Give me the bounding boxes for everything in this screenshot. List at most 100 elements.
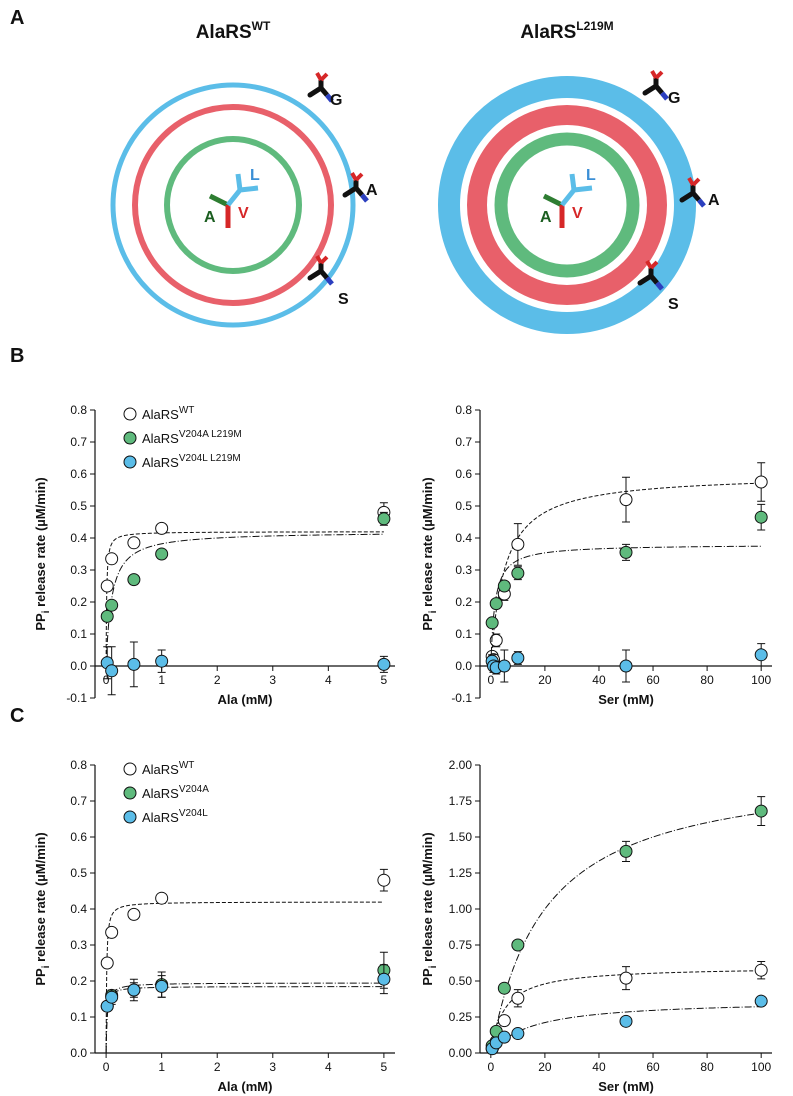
- y-label-sub: i: [428, 610, 439, 613]
- x-axis-label: Ala (mM): [218, 1079, 273, 1094]
- data-point: [754, 510, 768, 524]
- y-axis-label: PPi release rate (µM/min): [420, 832, 439, 985]
- molecule-gly: [645, 71, 667, 99]
- legend-label: AlaRSV204L L219M: [142, 453, 241, 470]
- fit-curve: [105, 531, 384, 666]
- label-val: V: [238, 205, 249, 222]
- data-point: [127, 657, 141, 671]
- y-tick-label: 0.1: [70, 1010, 87, 1024]
- data-point: [497, 579, 511, 593]
- label-leu: L: [586, 167, 596, 184]
- data-point: [377, 657, 391, 671]
- y-axis-label: PPi release rate (µM/min): [420, 477, 439, 630]
- fit-curve: [105, 986, 384, 1053]
- y-tick-label: 0.0: [70, 659, 87, 673]
- x-tick-label: 3: [269, 673, 276, 687]
- data-point: [754, 475, 768, 489]
- fit-curve: [105, 982, 384, 1053]
- y-tick-label: 0.7: [70, 794, 87, 808]
- x-tick-label: 40: [592, 673, 606, 687]
- data-point: [619, 659, 633, 673]
- data-point: [155, 891, 169, 905]
- y-tick-label: 0.4: [70, 531, 87, 545]
- y-tick-label: -0.1: [451, 691, 472, 705]
- panel-label: C: [10, 705, 24, 727]
- legend-sup: V204A: [179, 784, 209, 795]
- fit-curve: [105, 901, 384, 1053]
- x-tick-label: 100: [751, 673, 771, 687]
- data-point: [105, 925, 119, 939]
- x-axis-label: Ser (mM): [598, 692, 654, 707]
- title-sup: WT: [252, 19, 271, 33]
- y-tick-label: 0.2: [70, 974, 87, 988]
- ring-ala: [164, 136, 302, 274]
- ring-gly: [438, 76, 696, 334]
- x-tick-label: 0: [487, 673, 494, 687]
- x-tick-label: 0: [103, 1060, 110, 1074]
- y-tick-label: 0.25: [449, 1010, 473, 1024]
- y-label-rest: release rate (µM/min): [33, 477, 48, 610]
- data-point: [511, 651, 525, 665]
- data-point: [485, 616, 499, 630]
- data-point: [100, 609, 114, 623]
- data-point: [100, 956, 114, 970]
- y-tick-label: 2.00: [449, 758, 473, 772]
- y-tick-label: 0.4: [70, 902, 87, 916]
- legend-name: AlaRS: [142, 810, 179, 825]
- legend-label: AlaRSV204A: [142, 784, 209, 801]
- label-ser: S: [668, 296, 679, 313]
- y-tick-label: 0.2: [70, 595, 87, 609]
- y-tick-label: 0.0: [70, 1046, 87, 1060]
- data-point: [619, 545, 633, 559]
- fit-curve: [490, 545, 762, 667]
- legend-marker: [123, 810, 137, 824]
- y-label-rest: release rate (µM/min): [33, 832, 48, 965]
- data-point: [127, 983, 141, 997]
- y-axis-label: PPi release rate (µM/min): [33, 477, 52, 630]
- title-text: AlaRS: [196, 22, 252, 43]
- x-tick-label: 20: [538, 1060, 552, 1074]
- y-tick-label: 0.8: [455, 403, 472, 417]
- data-point: [155, 654, 169, 668]
- data-point: [619, 493, 633, 507]
- ring-ala: [494, 132, 640, 278]
- x-tick-label: 2: [214, 673, 221, 687]
- legend-sup: WT: [179, 405, 195, 416]
- y-tick-label: 0.6: [70, 830, 87, 844]
- legend-name: AlaRS: [142, 762, 179, 777]
- data-point: [100, 579, 114, 593]
- data-point: [155, 521, 169, 535]
- legend-marker: [123, 762, 137, 776]
- legend-name: AlaRS: [142, 431, 179, 446]
- y-label-sub: i: [41, 610, 52, 613]
- x-tick-label: 100: [751, 1060, 771, 1074]
- legend-sup: V204A L219M: [179, 429, 242, 440]
- legend-label: AlaRSWT: [142, 760, 194, 777]
- data-point: [511, 566, 525, 580]
- fit-curve: [490, 482, 762, 667]
- data-point: [619, 844, 633, 858]
- data-point: [489, 633, 503, 647]
- y-tick-label: 0.50: [449, 974, 473, 988]
- y-tick-label: 0.5: [70, 866, 87, 880]
- data-point: [754, 994, 768, 1008]
- x-tick-label: 5: [381, 1060, 388, 1074]
- y-label-main: PP: [33, 968, 48, 986]
- data-point: [127, 573, 141, 587]
- y-tick-label: 0.3: [70, 563, 87, 577]
- legend-label: AlaRSWT: [142, 405, 194, 422]
- data-point: [105, 552, 119, 566]
- x-tick-label: 1: [158, 673, 165, 687]
- x-tick-label: 4: [325, 1060, 332, 1074]
- y-axis-label: PPi release rate (µM/min): [33, 832, 52, 985]
- y-tick-label: 0.1: [455, 627, 472, 641]
- data-point: [511, 1027, 525, 1041]
- title-text: AlaRS: [520, 22, 576, 43]
- x-axis-label: Ser (mM): [598, 1079, 654, 1094]
- y-label-main: PP: [33, 613, 48, 631]
- legend-sup: V204L L219M: [179, 453, 241, 464]
- ring-ser: [467, 105, 667, 305]
- label-ala: A: [204, 209, 216, 226]
- y-tick-label: 1.00: [449, 902, 473, 916]
